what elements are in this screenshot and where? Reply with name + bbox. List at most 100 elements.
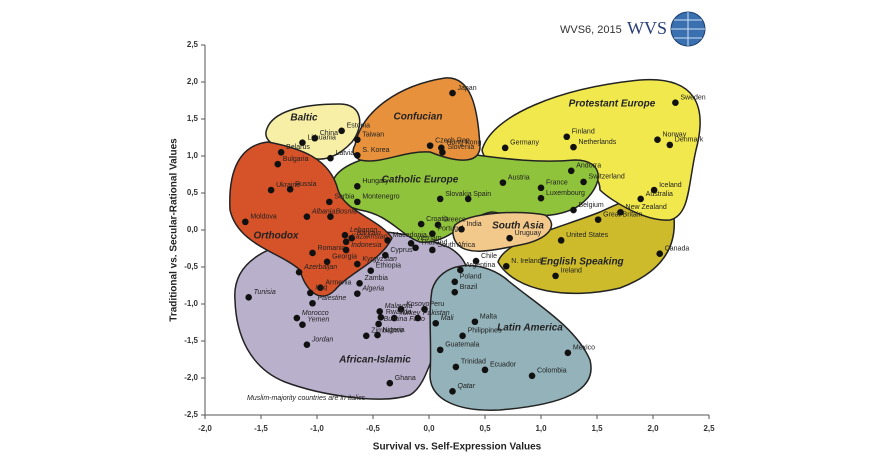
country-label: Switzerland — [589, 174, 625, 181]
country-label: Peru — [430, 301, 445, 308]
country-label: Moldova — [250, 214, 277, 221]
country-point — [654, 136, 661, 144]
y-tick-label: 0,0 — [187, 225, 199, 234]
country-label: Turkey — [399, 310, 420, 317]
x-tick-label: -1,0 — [310, 424, 324, 433]
country-label: Macedonia — [393, 232, 427, 239]
country-point — [481, 366, 489, 374]
y-tick-label: -2,5 — [184, 410, 198, 419]
zone-label: Confucian — [394, 112, 443, 123]
country-label: Latvia — [335, 150, 354, 157]
country-label: Croatia — [426, 216, 449, 223]
country-label: Taiwan — [362, 132, 384, 139]
country-point — [672, 99, 679, 107]
country-label: Czech Rep — [435, 137, 470, 144]
country-point — [552, 272, 559, 280]
country-point — [537, 184, 545, 192]
country-point — [414, 314, 422, 322]
country-label: India — [466, 221, 481, 228]
country-label: Sweden — [680, 95, 705, 102]
country-label: Vietnam — [416, 235, 442, 242]
zone-label: Baltic — [290, 113, 318, 124]
country-label: N. Ireland — [511, 258, 541, 265]
country-point — [367, 267, 375, 275]
y-tick-label: -2,0 — [184, 373, 198, 382]
country-label: Lebanon — [350, 227, 377, 234]
country-label: Germany — [510, 140, 539, 147]
country-point — [342, 238, 350, 246]
country-point — [277, 149, 285, 156]
country-point — [376, 308, 384, 315]
country-label: Luxembourg — [546, 190, 585, 197]
country-point — [457, 266, 464, 274]
country-point — [412, 244, 419, 252]
country-label: Lithuania — [307, 135, 336, 142]
country-label: Rwanda — [386, 309, 412, 316]
country-label: Poland — [460, 274, 482, 281]
country-point — [267, 186, 275, 194]
country-point — [326, 198, 333, 206]
x-tick-label: 2,0 — [647, 424, 659, 433]
zone-label: Latin America — [497, 323, 563, 334]
zone-area — [429, 264, 592, 411]
country-point — [354, 260, 361, 268]
country-label: Burkina Faso — [384, 316, 425, 323]
country-point — [354, 151, 361, 159]
x-tick-label: 1,5 — [591, 424, 603, 433]
zone-area — [352, 77, 481, 162]
country-point — [354, 183, 361, 190]
country-point — [436, 346, 444, 354]
country-point — [617, 208, 624, 216]
country-label: New Zealand — [626, 204, 667, 211]
country-label: Qatar — [458, 383, 476, 390]
country-point — [594, 216, 602, 223]
country-label: Albania — [311, 209, 335, 216]
country-point — [417, 220, 425, 228]
country-label: United States — [566, 232, 609, 239]
country-label: Kazakhstan — [351, 234, 388, 241]
country-label: Malta — [480, 314, 497, 321]
zones — [229, 77, 701, 411]
country-point — [580, 178, 587, 186]
country-point — [421, 305, 428, 313]
country-label: China — [320, 130, 338, 137]
country-point — [459, 332, 466, 340]
country-point — [303, 341, 311, 349]
country-label: Canada — [665, 246, 690, 253]
country-point — [471, 318, 479, 326]
country-label: Morocco — [302, 310, 329, 317]
country-label: Kyrgyzstan — [362, 256, 397, 263]
country-label: Bosnia — [335, 209, 357, 216]
country-label: Greece — [443, 217, 466, 224]
country-point — [303, 213, 311, 220]
x-tick-label: 2,5 — [703, 424, 715, 433]
country-point — [375, 320, 382, 328]
country-point — [429, 246, 436, 254]
country-point — [502, 262, 510, 270]
country-point — [242, 218, 249, 226]
country-label: Georgia — [332, 254, 357, 261]
country-label: Indonesia — [351, 242, 381, 249]
country-label: Ghana — [395, 375, 416, 382]
country-point — [434, 221, 442, 229]
logo-text: WVS — [627, 18, 667, 38]
country-point — [354, 290, 361, 297]
y-tick-label: -0,5 — [184, 262, 198, 271]
country-label: Bahrain — [357, 230, 381, 237]
country-point — [382, 251, 389, 259]
country-point — [451, 288, 459, 296]
country-point — [426, 142, 434, 149]
note: Muslim-majority countries are in italics — [247, 395, 366, 402]
country-label: South Africa — [437, 242, 475, 249]
country-label: Mali — [441, 315, 454, 322]
y-tick-label: -1,0 — [184, 299, 198, 308]
country-label: Ukraine — [276, 182, 300, 189]
y-tick-label: 1,0 — [187, 151, 199, 160]
country-point — [537, 194, 545, 202]
country-point — [374, 331, 381, 339]
country-point — [327, 154, 334, 162]
country-label: Portugal — [437, 226, 464, 233]
country-point — [390, 314, 398, 322]
country-point — [637, 195, 644, 203]
country-point — [323, 258, 331, 266]
